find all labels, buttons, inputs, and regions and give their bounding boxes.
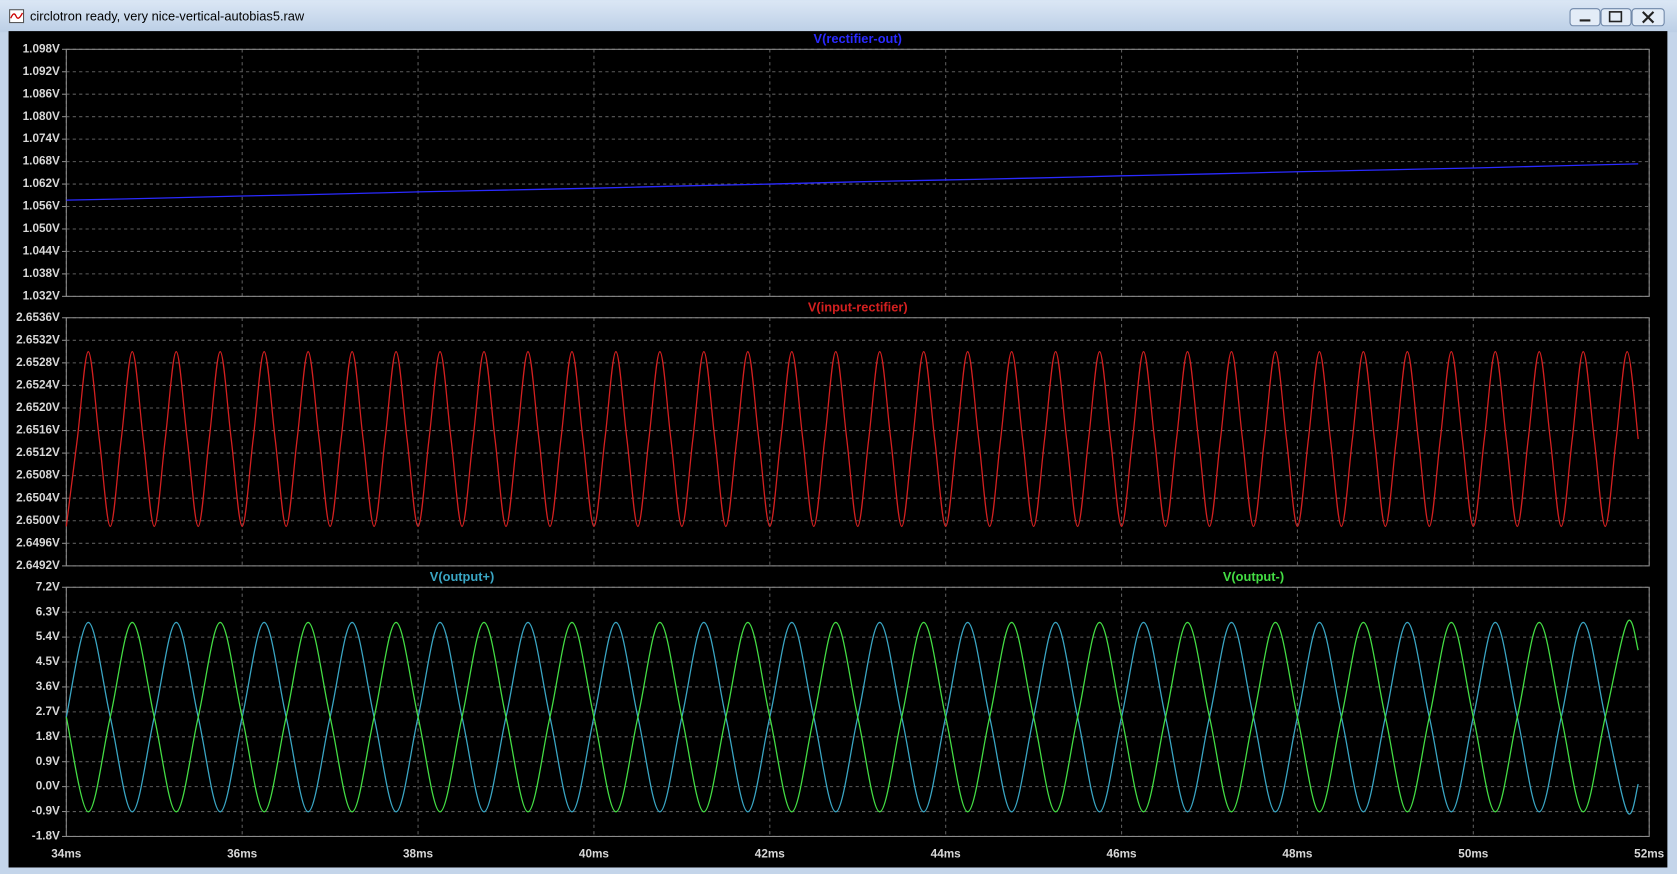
y-tick-label: 2.7V <box>36 705 60 718</box>
series-line <box>66 163 1639 201</box>
title-bar <box>0 0 1677 33</box>
y-tick-label: 1.074V <box>23 132 60 145</box>
y-tick-label: 2.6516V <box>16 424 60 437</box>
y-tick-label: 4.5V <box>36 655 60 668</box>
y-tick-label: 6.3V <box>36 605 60 618</box>
y-tick-label: 2.6528V <box>16 356 60 369</box>
y-tick-label: 2.6504V <box>16 491 60 504</box>
plot-background <box>8 31 1668 868</box>
close-button[interactable] <box>1631 8 1665 27</box>
y-tick-label: 2.6500V <box>16 514 60 527</box>
y-tick-label: -0.9V <box>32 805 60 818</box>
x-tick-label: 48ms <box>1282 848 1313 861</box>
y-tick-label: 5.4V <box>36 630 60 643</box>
y-tick-label: 2.6536V <box>16 311 60 324</box>
x-tick-label: 34ms <box>51 848 82 861</box>
y-tick-label: 2.6508V <box>16 469 60 482</box>
series-line <box>65 350 1639 528</box>
window-title: circlotron ready, very nice-vertical-aut… <box>30 9 305 24</box>
legend-entry: V(output+) <box>430 569 494 584</box>
legend-entry: V(rectifier-out) <box>814 31 902 46</box>
y-tick-label: 1.8V <box>36 730 60 743</box>
x-tick-label: 38ms <box>403 848 434 861</box>
y-tick-label: 0.9V <box>36 755 60 768</box>
y-tick-label: 2.6532V <box>16 333 60 346</box>
plot-frame <box>65 317 1650 567</box>
y-tick-label: 2.6512V <box>16 446 60 459</box>
y-tick-label: 2.6492V <box>16 559 60 572</box>
series-line <box>65 619 1639 813</box>
x-tick-label: 50ms <box>1458 848 1489 861</box>
x-tick-label: 52ms <box>1634 848 1665 861</box>
y-tick-label: 1.086V <box>23 87 60 100</box>
plot-frame <box>65 48 1650 297</box>
y-tick-label: 2.6496V <box>16 536 60 549</box>
y-tick-label: 0.0V <box>36 780 60 793</box>
legend-entry: V(output-) <box>1223 569 1284 584</box>
y-tick-label: 1.032V <box>23 289 60 302</box>
minimize-button[interactable] <box>1569 8 1601 27</box>
y-tick-label: -1.8V <box>32 830 60 843</box>
y-tick-label: 1.092V <box>23 65 60 78</box>
y-tick-label: 1.080V <box>23 110 60 123</box>
plot-frame <box>65 586 1650 837</box>
y-tick-label: 1.044V <box>23 245 60 258</box>
y-tick-label: 7.2V <box>36 580 60 593</box>
y-tick-label: 1.056V <box>23 200 60 213</box>
window-icon <box>9 9 25 24</box>
y-tick-label: 1.050V <box>23 222 60 235</box>
y-tick-label: 1.098V <box>23 42 60 55</box>
y-tick-label: 1.038V <box>23 267 60 280</box>
x-tick-label: 36ms <box>227 848 258 861</box>
x-tick-label: 40ms <box>579 848 610 861</box>
y-tick-label: 2.6524V <box>16 379 60 392</box>
y-tick-label: 2.6520V <box>16 401 60 414</box>
y-tick-label: 1.068V <box>23 155 60 168</box>
y-tick-label: 1.062V <box>23 177 60 190</box>
x-tick-label: 44ms <box>931 848 962 861</box>
y-tick-label: 3.6V <box>36 680 60 693</box>
legend-entry: V(input-rectifier) <box>808 300 908 315</box>
x-tick-label: 42ms <box>755 848 786 861</box>
x-tick-label: 46ms <box>1107 848 1138 861</box>
maximize-button[interactable] <box>1600 8 1632 27</box>
